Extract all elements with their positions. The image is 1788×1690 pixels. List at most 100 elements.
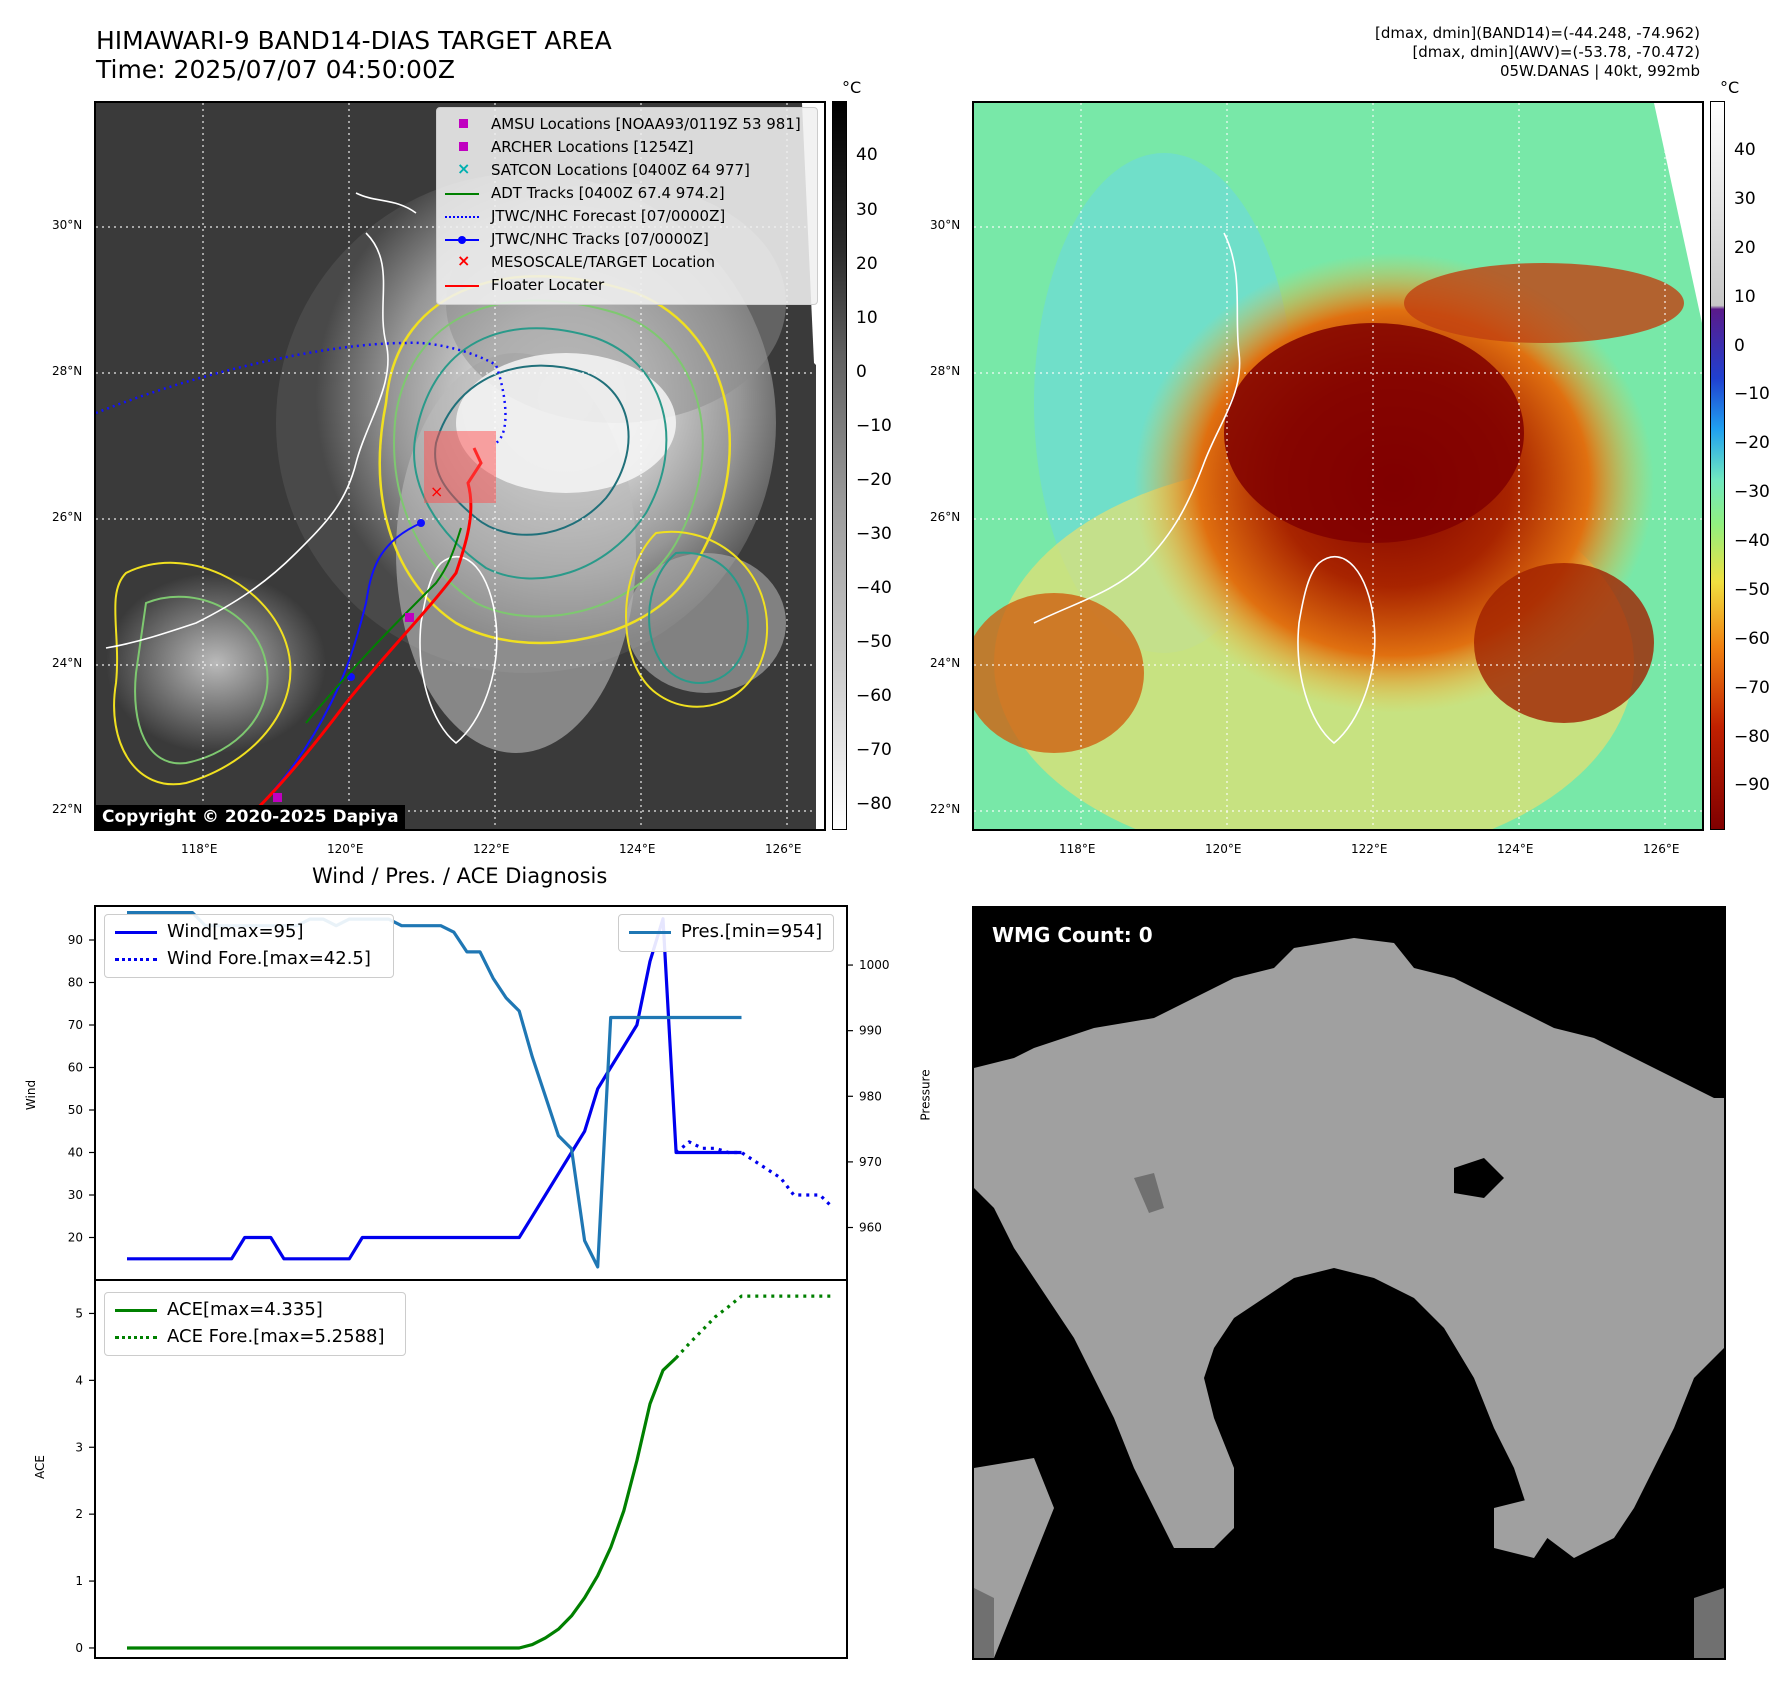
title-line-2: Time: 2025/07/07 04:50:00Z	[96, 55, 455, 84]
y-tick-label: 90	[68, 933, 83, 947]
lat-label: 30°N	[52, 218, 83, 232]
lat-label: 24°N	[930, 656, 961, 670]
cb-tick: −20	[856, 470, 892, 490]
cb-tick: 20	[1734, 238, 1756, 258]
cb-tick: −70	[856, 740, 892, 760]
figure-title: HIMAWARI-9 BAND14-DIAS TARGET AREA Time:…	[96, 26, 612, 84]
lat-label: 28°N	[930, 364, 961, 378]
lat-label: 22°N	[52, 802, 83, 816]
lon-label: 126°E	[765, 842, 802, 856]
y-tick-label: 970	[859, 1155, 882, 1169]
colorbar-color	[1710, 101, 1725, 830]
cb-tick: −70	[1734, 678, 1770, 698]
colorbar-color-unit: °C	[1720, 78, 1740, 97]
lon-label: 122°E	[473, 842, 510, 856]
cb-tick: −80	[1734, 727, 1770, 747]
dotted-line-icon	[445, 216, 479, 218]
map-legend: AMSU Locations [NOAA93/0119Z 53 981] ARC…	[436, 107, 818, 305]
y-tick-label: 3	[75, 1440, 83, 1454]
wmg-mask-image	[974, 938, 1724, 1658]
y-tick-label: 960	[859, 1221, 882, 1235]
meta-line-2: [dmax, dmin](AWV)=(-53.78, -70.472)	[1412, 43, 1700, 61]
line-marker-icon	[445, 285, 479, 287]
lon-label: 122°E	[1351, 842, 1388, 856]
y-tick-label: 4	[75, 1373, 83, 1387]
y-tick-label: 0	[75, 1641, 83, 1655]
cb-tick: −40	[856, 578, 892, 598]
diagnosis-title: Wind / Pres. / ACE Diagnosis	[312, 864, 608, 888]
figure-meta: [dmax, dmin](BAND14)=(-44.248, -74.962) …	[1375, 24, 1700, 81]
cb-tick: 10	[856, 308, 878, 328]
colorbar-gray	[832, 101, 847, 830]
cb-tick: −10	[1734, 384, 1770, 404]
dotted-line-icon	[115, 958, 157, 961]
series-line-ace-1	[674, 1294, 833, 1359]
copyright-label: Copyright © 2020-2025 Dapiya	[96, 805, 405, 829]
lon-label: 124°E	[619, 842, 656, 856]
cb-tick: −60	[856, 686, 892, 706]
series-line-ace-0	[127, 1356, 678, 1650]
cb-tick: 20	[856, 254, 878, 274]
cb-tick: −90	[1734, 775, 1770, 795]
y-tick-label: 5	[75, 1306, 83, 1320]
wmg-count-label: WMG Count: 0	[984, 920, 1161, 950]
cb-tick: −40	[1734, 531, 1770, 551]
wind-legend: Wind[max=95] Wind Fore.[max=42.5]	[104, 914, 394, 978]
lon-label: 126°E	[1643, 842, 1680, 856]
colorbar-gray-unit: °C	[842, 78, 862, 97]
cb-tick: −50	[1734, 580, 1770, 600]
y-tick-label: 1	[75, 1574, 83, 1588]
y-tick-label: 990	[859, 1024, 882, 1038]
lon-label: 120°E	[327, 842, 364, 856]
y-tick-label: 2	[75, 1507, 83, 1521]
cb-tick: 10	[1734, 287, 1756, 307]
color-ir-map-image	[974, 103, 1702, 829]
cb-tick: 40	[856, 145, 878, 165]
y-tick-label: 40	[68, 1146, 83, 1160]
lat-label: 28°N	[52, 364, 83, 378]
ace-axis-label: ACE	[32, 1455, 47, 1479]
lat-label: 22°N	[930, 802, 961, 816]
solid-line-icon	[629, 931, 671, 934]
meta-line-1: [dmax, dmin](BAND14)=(-44.248, -74.962)	[1375, 24, 1700, 42]
cb-tick: 30	[1734, 189, 1756, 209]
y-tick-label: 50	[68, 1103, 83, 1117]
ace-legend: ACE[max=4.335] ACE Fore.[max=5.2588]	[104, 1292, 406, 1356]
title-line-1: HIMAWARI-9 BAND14-DIAS TARGET AREA	[96, 26, 612, 55]
ir-map-panel: × Copyright © 2020-2025 Dapiya AMSU Loca…	[94, 101, 826, 831]
lat-label: 26°N	[52, 510, 83, 524]
cb-tick: −50	[856, 632, 892, 652]
cb-tick: 30	[856, 200, 878, 220]
lon-label: 120°E	[1205, 842, 1242, 856]
y-tick-label: 980	[859, 1089, 882, 1103]
line-dot-icon	[445, 236, 479, 244]
cb-tick: 40	[1734, 140, 1756, 160]
cb-tick: −20	[1734, 433, 1770, 453]
solid-line-icon	[115, 931, 157, 934]
cb-tick: −10	[856, 416, 892, 436]
y-tick-label: 30	[68, 1188, 83, 1202]
solid-line-icon	[115, 1309, 157, 1312]
y-tick-label: 20	[68, 1231, 83, 1245]
wind-axis-label: Wind	[24, 1079, 39, 1111]
wmg-panel: WMG Count: 0	[972, 906, 1726, 1660]
svg-text:×: ×	[430, 482, 443, 501]
lat-label: 30°N	[930, 218, 961, 232]
cb-tick: 0	[1734, 336, 1745, 356]
cb-tick: −30	[856, 524, 892, 544]
lon-label: 118°E	[1059, 842, 1096, 856]
lat-label: 26°N	[930, 510, 961, 524]
lon-label: 124°E	[1497, 842, 1534, 856]
pressure-axis-label: Pressure	[918, 1069, 933, 1121]
y-tick-label: 1000	[859, 958, 890, 972]
dotted-line-icon	[115, 1336, 157, 1339]
series-line-wind-1	[675, 1140, 835, 1209]
meta-line-3: 05W.DANAS | 40kt, 992mb	[1499, 62, 1700, 80]
line-marker-icon	[445, 193, 479, 195]
pressure-legend: Pres.[min=954]	[618, 914, 834, 952]
cb-tick: 0	[856, 362, 867, 382]
lon-label: 118°E	[181, 842, 218, 856]
y-tick-label: 60	[68, 1061, 83, 1075]
cb-tick: −60	[1734, 629, 1770, 649]
cb-tick: −30	[1734, 482, 1770, 502]
